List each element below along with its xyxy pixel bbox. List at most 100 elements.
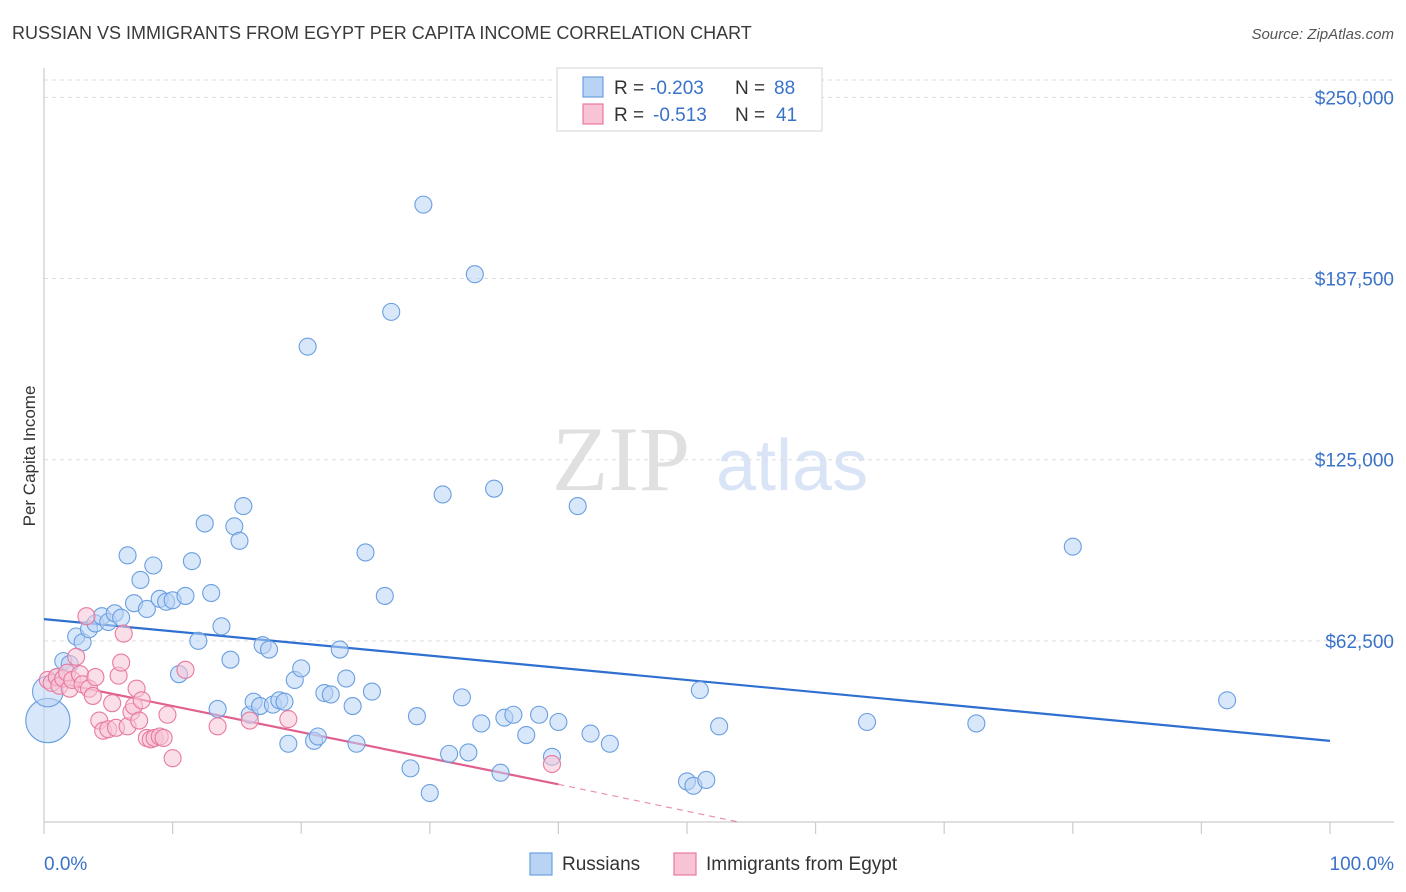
point-series-0-49 [330,640,349,659]
point-series-0-59 [401,759,420,778]
watermark-zip: ZIP [552,408,690,510]
point-series-0-32 [234,497,253,516]
x-tick-label-min: 0.0% [44,854,87,875]
legend-n-label-russians: N = [735,78,765,99]
watermark: ZIP atlas [552,408,868,510]
legend-r-value-russians: -0.203 [650,78,704,99]
point-series-0-51 [343,697,362,716]
point-series-0-60 [420,783,439,803]
point-series-0-24 [189,631,208,650]
point-series-0-83 [857,712,877,732]
bottom-legend-label-russians: Russians [562,854,640,875]
y-tick-label-0: $62,500 [1325,632,1394,653]
legend-swatch-egypt [582,103,604,125]
point-series-0-48 [321,685,340,704]
y-tick-labels: $62,500 $125,000 $187,500 $250,000 [1315,88,1394,652]
point-series-0-53 [356,543,375,562]
point-series-1-13 [83,686,102,705]
point-series-0-17 [144,556,163,575]
point-series-0-75 [568,497,587,516]
point-series-0-44 [298,337,317,356]
point-series-1-39 [279,710,298,729]
y-tick-label-1: $125,000 [1315,451,1394,472]
point-series-0-72 [530,705,549,724]
point-series-0-70 [504,705,523,724]
bottom-legend-swatch-russians [529,852,553,876]
point-series-1-35 [163,749,182,768]
point-series-1-40 [542,754,562,774]
grid-lines [44,79,1394,642]
point-series-0-61 [433,485,452,504]
trend-line-series-1 [43,678,559,786]
point-series-0-15 [131,570,150,590]
point-series-1-28 [132,691,151,710]
point-series-0-64 [459,743,478,762]
legend-box: R = -0.203 N = 88 R = -0.513 N = 41 [556,67,823,132]
y-tick-label-2: $187,500 [1315,270,1394,291]
bottom-legend: Russians Immigrants from Egypt [529,852,898,876]
y-tick-label-3: $250,000 [1315,88,1394,109]
point-series-0-68 [491,763,510,782]
point-series-0-22 [176,586,195,605]
point-series-0-71 [517,725,536,745]
point-series-0-82 [710,717,729,736]
point-series-0-46 [308,727,327,746]
point-series-1-36 [176,660,195,679]
point-series-1-14 [86,668,105,687]
point-series-0-54 [362,682,381,701]
point-series-0-41 [279,734,298,753]
point-series-0-77 [600,734,619,753]
point-series-0-43 [292,659,311,678]
legend-swatch-russians [582,76,604,98]
point-series-0-57 [407,707,426,726]
point-series-0-65 [465,265,484,284]
trend-line-series-0 [43,618,1331,742]
point-series-1-38 [240,711,259,730]
point-series-0-67 [472,714,491,733]
point-series-1-21 [112,653,131,672]
bottom-legend-swatch-egypt [673,852,697,876]
point-series-0-12 [112,608,131,627]
legend-n-label-egypt: N = [735,105,765,126]
chart-title: RUSSIAN VS IMMIGRANTS FROM EGYPT PER CAP… [12,23,752,43]
point-series-0-58 [414,195,433,214]
point-series-0-63 [452,688,472,707]
watermark-atlas: atlas [716,426,868,506]
point-series-1-18 [103,694,122,713]
point-series-0-27 [208,699,227,719]
legend-r-value-egypt: -0.513 [653,105,707,126]
point-series-0-40 [275,692,294,711]
legend-n-value-egypt: 41 [776,105,797,126]
point-series-0-23 [182,552,201,571]
point-series-0-55 [375,586,394,605]
point-series-0-66 [485,479,504,498]
point-series-0-13 [118,546,137,565]
point-series-0-28 [212,617,231,636]
point-series-1-37 [208,717,227,736]
point-series-0-85 [1063,537,1082,556]
legend-r-label-russians: R = [614,78,644,99]
legend-r-label-egypt: R = [614,105,644,126]
legend-n-value-russians: 88 [774,78,795,99]
scatter-points [25,195,1237,803]
point-series-1-22 [114,624,133,643]
point-series-0-37 [259,640,279,659]
point-series-0-56 [382,302,401,321]
point-series-0-62 [440,744,459,763]
x-tick-label-max: 100.0% [1330,854,1395,875]
point-series-0-52 [347,734,366,753]
point-series-0-81 [697,770,716,790]
point-series-0-50 [337,669,356,688]
point-series-0-29 [221,650,240,669]
bottom-legend-label-egypt: Immigrants from Egypt [706,854,898,875]
trend-line-extension-series-1 [558,783,739,823]
point-series-0-86 [1218,691,1237,710]
point-series-0-25 [195,514,214,533]
point-series-1-8 [67,647,86,666]
point-series-0-76 [581,724,600,743]
point-series-1-11 [77,607,96,626]
point-series-0-26 [202,583,221,603]
point-series-1-27 [130,711,149,730]
y-axis-label: Per Capita Income [20,386,39,527]
